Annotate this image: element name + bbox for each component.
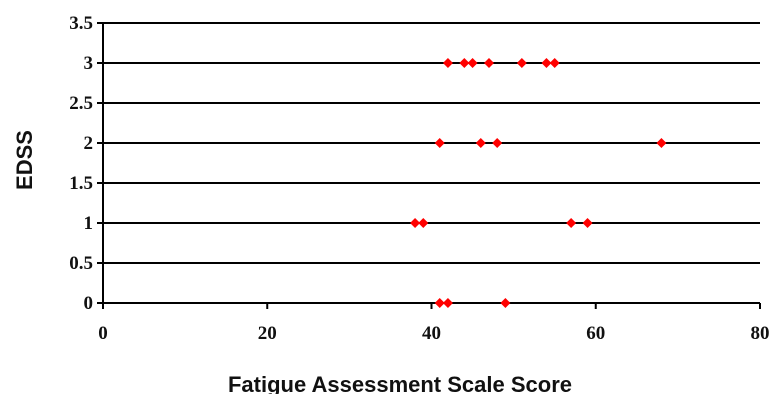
y-tick-label-6: 3 [84, 53, 94, 74]
data-point-0-4 [418, 218, 429, 228]
grid-layer [103, 22, 760, 304]
data-point-0-11 [442, 58, 453, 68]
data-point-0-0 [434, 298, 445, 308]
data-point-0-16 [541, 58, 552, 68]
x-tick-label-1: 20 [258, 323, 277, 344]
x-tick-label-2: 40 [422, 323, 441, 344]
y-tick-label-2: 1 [84, 213, 94, 234]
tick-layer: 0 0.5 1 1.5 2 2.5 3 3.5 0 20 40 60 80 [69, 13, 769, 344]
data-point-0-8 [475, 138, 486, 148]
data-point-0-9 [492, 138, 503, 148]
data-point-0-5 [566, 218, 577, 228]
y-tick-label-4: 2 [84, 133, 94, 154]
data-point-0-1 [442, 298, 453, 308]
data-point-0-14 [483, 58, 494, 68]
x-axis-label: Fatigue Assessment Scale Score [228, 372, 572, 394]
y-tick-label-7: 3.5 [69, 13, 93, 34]
y-tick-label-5: 2.5 [69, 93, 93, 114]
data-point-0-7 [434, 138, 445, 148]
data-point-0-6 [582, 218, 593, 228]
y-tick-label-1: 0.5 [69, 253, 93, 274]
x-tick-label-4: 80 [751, 323, 770, 344]
data-point-0-17 [549, 58, 560, 68]
data-point-0-10 [656, 138, 667, 148]
x-tick-label-0: 0 [98, 323, 108, 344]
data-point-0-2 [500, 298, 511, 308]
data-point-0-15 [516, 58, 527, 68]
data-point-0-3 [410, 218, 421, 228]
point-layer [410, 58, 667, 308]
y-tick-label-0: 0 [84, 293, 94, 314]
x-tick-label-3: 60 [586, 323, 605, 344]
y-tick-label-3: 1.5 [69, 173, 93, 194]
data-point-0-12 [459, 58, 470, 68]
data-point-0-13 [467, 58, 478, 68]
axis-layer [97, 22, 761, 309]
y-axis-label: EDSS [12, 130, 37, 190]
